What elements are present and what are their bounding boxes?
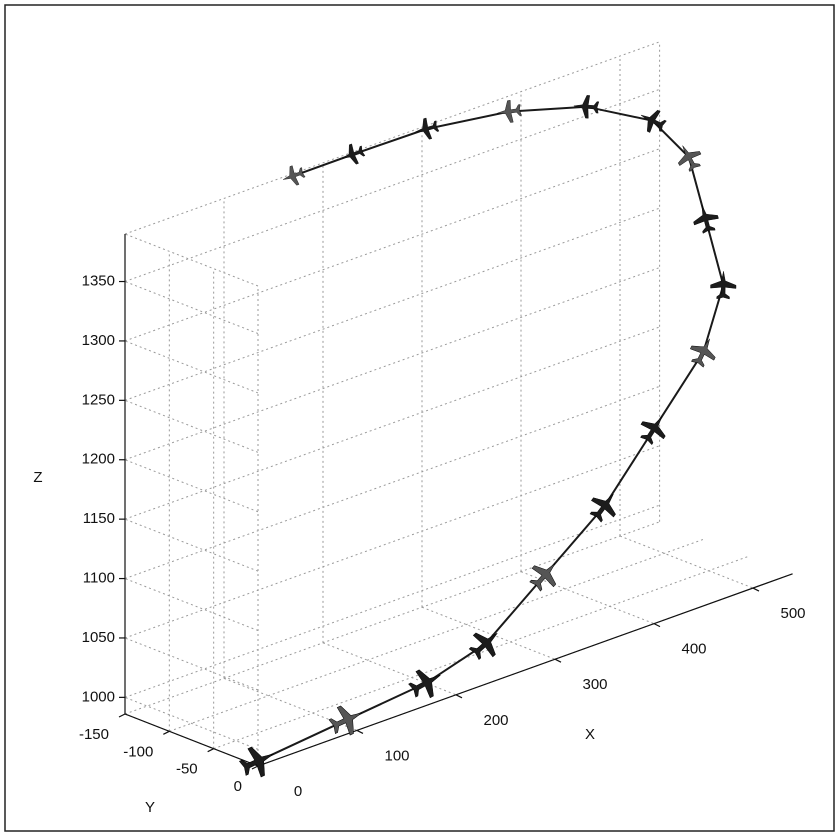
z-axis-label: Z xyxy=(33,469,42,486)
x-tick-label: 200 xyxy=(483,712,508,729)
x-tick-label: 100 xyxy=(384,747,409,764)
z-tick-label: 1350 xyxy=(82,272,115,289)
z-tick-label: 1250 xyxy=(82,391,115,408)
y-tick-label: -150 xyxy=(79,726,109,743)
z-tick-label: 1100 xyxy=(83,570,115,587)
x-tick-label: 400 xyxy=(681,641,706,658)
z-tick-label: 1150 xyxy=(83,510,115,527)
y-tick-label: -50 xyxy=(176,761,198,778)
x-tick-label: 500 xyxy=(780,605,805,622)
frame xyxy=(5,5,834,831)
z-tick-label: 1200 xyxy=(82,451,115,468)
z-tick-label: 1300 xyxy=(82,332,115,349)
y-tick-label: 0 xyxy=(234,778,242,795)
x-axis-label: X xyxy=(585,726,595,743)
x-tick-label: 300 xyxy=(582,676,607,693)
x-tick-label: 0 xyxy=(294,783,302,800)
z-tick-label: 1050 xyxy=(82,629,115,646)
y-axis-label: Y xyxy=(145,799,155,816)
z-tick-label: 1000 xyxy=(82,688,115,705)
y-tick-label: -100 xyxy=(123,743,153,760)
chart: 0 100 200 300 400 500 -150 -100 -50 0 1000 1050 1100… xyxy=(0,0,840,837)
